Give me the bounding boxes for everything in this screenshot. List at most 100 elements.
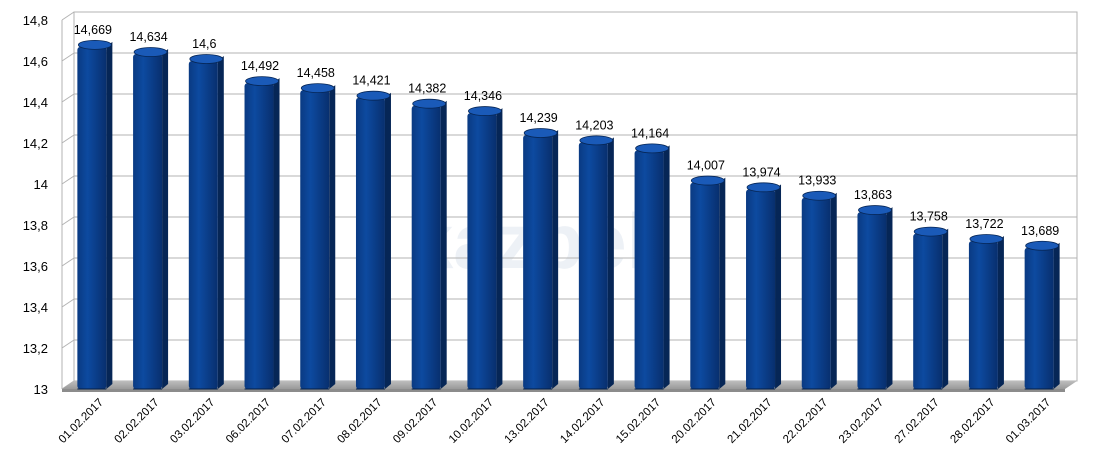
bar-side	[663, 145, 670, 389]
y-tick-label: 13,2	[23, 341, 48, 356]
bar	[411, 98, 447, 390]
gridline-depth	[61, 175, 75, 185]
bar	[913, 226, 949, 390]
bar	[578, 135, 614, 390]
bar-side	[273, 78, 280, 389]
data-label: 13,933	[798, 174, 836, 188]
x-tick-label: 07.02.2017	[280, 397, 329, 446]
bar-front	[578, 142, 608, 389]
gridline-depth	[61, 257, 75, 267]
bar	[77, 39, 113, 390]
bar-top	[690, 175, 725, 186]
bar	[244, 76, 280, 390]
y-tick-label: 13,8	[23, 218, 48, 233]
bar-top	[1025, 240, 1060, 251]
x-tick-label: 02.02.2017	[113, 397, 162, 446]
bar-side	[607, 137, 614, 389]
bar-side	[496, 108, 503, 389]
bar-front	[913, 233, 943, 389]
bar-side	[552, 130, 559, 389]
bar-side	[106, 41, 113, 389]
bar	[746, 182, 782, 390]
data-label: 14,203	[575, 118, 613, 132]
gridline-depth	[61, 298, 75, 308]
x-tick-label: 15.02.2017	[614, 397, 663, 446]
gridline-depth	[61, 52, 75, 62]
data-label: 13,863	[854, 188, 892, 202]
bar-front	[467, 113, 497, 389]
bar-side	[775, 184, 782, 389]
y-tick-label: 14	[34, 177, 48, 192]
x-tick-label: 22.02.2017	[781, 397, 830, 446]
x-tick-label: 23.02.2017	[837, 397, 886, 446]
bar-front	[634, 150, 664, 389]
bar	[634, 143, 670, 390]
bar-top	[635, 143, 669, 154]
y-tick-label: 14,4	[23, 95, 48, 110]
y-tick-label: 13,4	[23, 300, 48, 315]
bar-front	[133, 54, 163, 389]
data-label: 13,689	[1021, 224, 1059, 238]
bar-top	[913, 226, 948, 237]
bar-front	[355, 97, 385, 389]
bar-top	[468, 106, 502, 116]
gridline-depth	[61, 11, 75, 21]
x-tick-label: 27.02.2017	[893, 397, 942, 446]
bar-top	[746, 182, 781, 193]
bar	[133, 47, 169, 390]
bar	[1024, 240, 1060, 390]
x-tick-label: 14.02.2017	[558, 397, 607, 446]
bar-side	[1053, 242, 1060, 389]
bar	[968, 234, 1004, 390]
x-tick-label: 21.02.2017	[725, 397, 774, 446]
x-tick-label: 01.02.2017	[57, 397, 106, 446]
bar-side	[997, 235, 1004, 389]
bar-front	[690, 182, 720, 389]
data-label: 14,346	[464, 89, 502, 103]
floor-front	[62, 389, 1065, 392]
x-tick-label: 20.02.2017	[670, 397, 719, 446]
bar-front	[857, 212, 887, 389]
x-tick-label: 03.02.2017	[168, 397, 217, 446]
bar-side	[942, 228, 949, 389]
bar-front	[300, 90, 330, 390]
y-axis-ticks: 13 13,2 13,4 13,6 13,8 14 14,2 14,4 14,6 14,8	[23, 13, 48, 397]
x-tick-label: 06.02.2017	[224, 397, 273, 446]
bar	[801, 190, 837, 390]
data-label: 14,669	[74, 23, 112, 37]
y-tick-label: 14,8	[23, 13, 48, 28]
data-label: 14,492	[241, 59, 279, 73]
bar-side	[162, 49, 169, 389]
bar-top	[133, 47, 168, 57]
bar-front	[77, 46, 107, 389]
x-tick-label: 09.02.2017	[391, 397, 440, 446]
y-tick-label: 13,6	[23, 259, 48, 274]
gridline-depth	[61, 339, 75, 349]
bar-front	[801, 197, 831, 389]
bar-side	[217, 56, 224, 389]
bar-top	[969, 234, 1004, 244]
bar-side	[329, 85, 336, 390]
bar-front	[523, 135, 553, 389]
bar	[857, 205, 893, 390]
x-tick-label: 08.02.2017	[335, 397, 384, 446]
gridline-depth	[61, 134, 75, 144]
data-label: 13,974	[742, 165, 780, 179]
x-tick-label: 10.02.2017	[447, 397, 496, 446]
bar-front	[746, 189, 776, 389]
bar-top	[802, 190, 837, 201]
bar-top	[523, 128, 558, 138]
bar-top	[356, 90, 391, 101]
data-label: 14,239	[520, 111, 558, 125]
bar	[355, 90, 391, 390]
bar-front	[188, 61, 218, 389]
bar	[523, 128, 559, 390]
bar-top	[300, 83, 335, 94]
bar	[188, 54, 224, 390]
data-labels: 14,669 14,634 14,6 14,492 14,458 14,421 14,382…	[74, 23, 1060, 238]
bar-top	[858, 205, 892, 215]
x-tick-label: 01.03.2017	[1004, 397, 1053, 446]
bars	[77, 39, 1060, 390]
bar-top	[412, 98, 447, 109]
